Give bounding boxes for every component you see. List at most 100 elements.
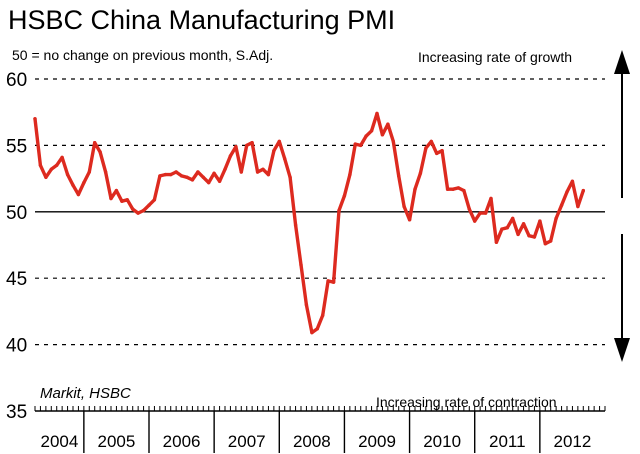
data-point-20	[141, 208, 146, 213]
data-point-14	[109, 196, 113, 201]
data-point-89	[516, 232, 520, 237]
data-point-45	[277, 139, 281, 144]
series-layer	[33, 111, 585, 335]
x-axis: 2004 2005 2006 2007 2008 2009 2010 2011 2012	[34, 406, 606, 453]
data-point-82	[478, 211, 482, 215]
data-point-32	[207, 180, 211, 185]
data-point-38	[239, 170, 243, 174]
data-point-34	[217, 179, 222, 183]
x-tick-label-2005: 2005	[98, 432, 136, 451]
data-point-72	[424, 146, 428, 150]
data-point-49	[299, 263, 303, 267]
data-point-55	[331, 280, 336, 284]
data-point-27	[179, 174, 184, 178]
chart-title: HSBC China Manufacturing PMI	[8, 5, 395, 35]
chart-subtitle: 50 = no change on previous month, S.Adj.	[12, 47, 273, 63]
data-point-63	[375, 111, 379, 116]
data-point-61	[364, 134, 368, 138]
y-tick-label-60: 60	[6, 70, 27, 91]
data-point-95	[549, 239, 553, 243]
data-point-76	[445, 187, 450, 191]
data-point-48	[293, 223, 298, 227]
data-point-2	[44, 175, 48, 179]
data-point-6	[65, 172, 70, 177]
data-point-21	[147, 203, 151, 207]
data-point-87	[505, 226, 509, 230]
data-point-58	[348, 172, 352, 177]
data-point-9	[82, 180, 86, 185]
y-tick-label-55: 55	[6, 136, 27, 157]
data-point-52	[315, 327, 319, 331]
data-point-98	[565, 190, 569, 194]
data-point-88	[511, 216, 515, 221]
data-point-30	[196, 170, 200, 174]
data-point-0	[33, 117, 37, 121]
data-point-17	[125, 198, 129, 202]
data-point-53	[321, 313, 325, 318]
data-point-35	[223, 167, 227, 171]
data-point-7	[71, 183, 75, 187]
x-tick-label-2006: 2006	[163, 432, 201, 451]
data-point-81	[473, 219, 477, 223]
data-point-3	[49, 167, 53, 171]
data-point-90	[521, 222, 526, 226]
data-point-40	[250, 141, 254, 145]
data-point-73	[429, 139, 433, 144]
data-point-97	[559, 203, 564, 207]
contraction-arrow	[614, 234, 630, 362]
data-point-77	[451, 187, 455, 191]
data-point-11	[93, 141, 97, 145]
data-point-41	[255, 170, 260, 174]
data-point-28	[185, 175, 189, 179]
data-point-44	[272, 149, 276, 153]
data-point-70	[413, 187, 417, 191]
data-point-67	[397, 174, 401, 178]
x-tick-label-2010: 2010	[423, 432, 461, 451]
data-point-22	[152, 198, 157, 202]
data-point-47	[288, 175, 292, 179]
data-point-37	[234, 145, 238, 149]
data-point-59	[353, 142, 357, 146]
data-point-86	[500, 227, 504, 231]
data-point-62	[369, 129, 374, 133]
data-point-91	[527, 234, 531, 238]
data-point-83	[483, 211, 488, 215]
data-point-94	[543, 242, 547, 246]
data-point-25	[169, 172, 173, 177]
y-tick-label-35: 35	[6, 402, 27, 423]
data-point-4	[55, 163, 59, 167]
data-point-26	[174, 170, 178, 174]
data-point-85	[494, 240, 499, 244]
data-point-69	[407, 218, 412, 222]
data-point-50	[304, 303, 309, 307]
data-point-75	[440, 149, 444, 153]
gridlines	[35, 78, 605, 346]
data-point-100	[576, 204, 580, 209]
data-point-36	[228, 154, 233, 158]
x-tick-label-2008: 2008	[293, 432, 331, 451]
data-point-31	[201, 175, 205, 179]
y-axis-ticks: 60 55 50 45 40 35	[6, 70, 27, 423]
data-point-80	[467, 207, 471, 211]
data-point-68	[402, 204, 406, 209]
data-point-46	[283, 157, 287, 161]
data-point-5	[60, 155, 64, 160]
data-point-57	[342, 194, 347, 198]
data-point-71	[418, 171, 423, 175]
x-tick-label-2011: 2011	[489, 432, 526, 451]
data-point-19	[136, 211, 140, 215]
x-tick-label-2007: 2007	[228, 432, 266, 451]
data-point-56	[337, 208, 341, 213]
data-point-96	[554, 216, 558, 221]
source-label: Markit, HSBC	[40, 385, 131, 402]
x-tick-label-2009: 2009	[358, 432, 396, 451]
data-point-84	[489, 196, 493, 201]
data-point-23	[158, 174, 162, 178]
data-point-99	[570, 179, 575, 183]
data-point-101	[581, 188, 585, 193]
data-point-64	[380, 133, 385, 137]
data-point-66	[391, 139, 395, 144]
data-point-18	[131, 207, 135, 211]
growth-arrow	[614, 50, 630, 198]
